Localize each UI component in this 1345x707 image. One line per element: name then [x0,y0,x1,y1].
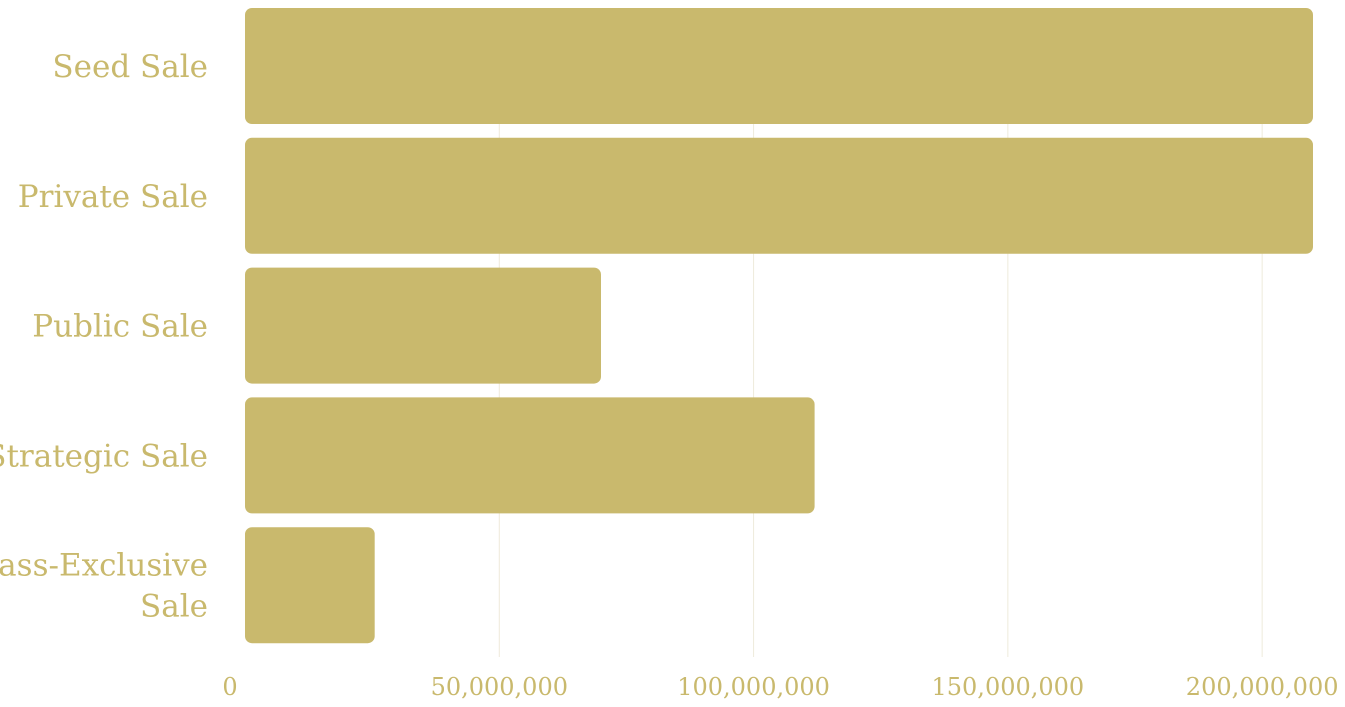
x-tick-label-0: 0 [222,673,237,701]
bar-strategic-sale [245,397,815,514]
x-tick-label-1: 50,000,000 [431,673,568,701]
x-tick-label-4: 200,000,000 [1186,673,1339,701]
category-label-private-sale: Private Sale [18,179,208,215]
category-label-seed-sale: Seed Sale [52,49,208,85]
bar-pass-exclusive-sale [245,527,375,644]
bar-public-sale [245,267,601,384]
bars [245,8,1313,644]
category-label-strategic-sale: Strategic Sale [0,438,208,474]
x-axis-tick-labels: 0 50,000,000 100,000,000 150,000,000 200,000… [222,673,1338,701]
bar-private-sale [245,137,1313,254]
category-labels: Seed Sale Private Sale Public Sale Strategi… [0,49,208,625]
x-tick-label-3: 150,000,000 [932,673,1085,701]
bar-seed-sale [245,8,1313,124]
x-tick-label-2: 100,000,000 [677,673,830,701]
category-label-pass-exclusive-sale: Pass-Exclusive Sale [0,548,208,625]
category-label-public-sale: Public Sale [32,309,208,345]
